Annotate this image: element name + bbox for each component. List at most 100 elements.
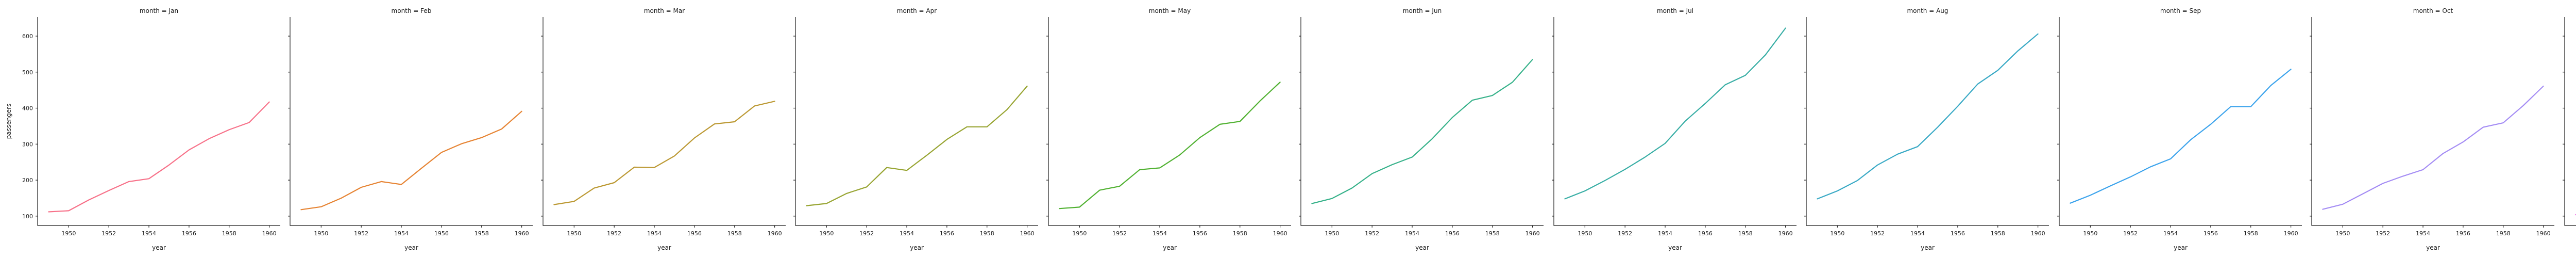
x-tick-label: 1956 <box>1193 230 1207 237</box>
x-axis-label: year <box>1668 244 1682 251</box>
facet-jan: month = Jan 100 200 300 400 500 600 1950 1952 195… <box>5 7 280 251</box>
x-tick-label: 1956 <box>2203 230 2217 237</box>
x-tick-label: 1958 <box>2243 230 2258 237</box>
x-tick-label: 1954 <box>1910 230 1925 237</box>
x-tick-label: 1954 <box>1153 230 1167 237</box>
line-series-oct <box>2322 85 2544 210</box>
x-tick-label: 1956 <box>2456 230 2470 237</box>
x-tick-label: 1954 <box>142 230 156 237</box>
x-tick-label: 1950 <box>1578 230 1592 237</box>
facet-jun: month = Jun 1950 1952 1954 1956 1958 1960 year <box>1299 7 1544 251</box>
x-axis-label: year <box>1921 244 1935 251</box>
x-tick-label: 1956 <box>940 230 954 237</box>
axes-spines <box>1553 17 1797 226</box>
line-series-feb <box>300 110 523 211</box>
facet-title: month = Jan <box>140 7 178 14</box>
y-tick-label: 300 <box>22 141 33 148</box>
x-tick-label: 1958 <box>1991 230 2005 237</box>
x-tick-label: 1960 <box>1273 230 1287 237</box>
facet-apr: month = Apr 1950 1952 1954 1956 1958 1960 year <box>793 7 1039 251</box>
x-tick-label: 1960 <box>515 230 529 237</box>
x-tick-label: 1950 <box>2083 230 2097 237</box>
x-tick-label: 1958 <box>1485 230 1500 237</box>
x-tick-label: 1960 <box>1020 230 1035 237</box>
x-tick-label: 1950 <box>1830 230 1844 237</box>
facet-may: month = May 1950 1952 1954 1956 1958 1960 year <box>1046 7 1291 251</box>
x-tick-label: 1952 <box>1365 230 1379 237</box>
x-tick-label: 1954 <box>1405 230 1419 237</box>
x-axis-label: year <box>405 244 419 251</box>
x-tick-label: 1956 <box>1698 230 1713 237</box>
x-tick-label: 1954 <box>394 230 409 237</box>
x-tick-label: 1950 <box>1072 230 1087 237</box>
facet-title: month = Sep <box>2160 7 2200 14</box>
x-tick-label: 1958 <box>727 230 742 237</box>
facet-sep: month = Sep 1950 1952 1954 1956 1958 1960 year <box>2057 7 2302 251</box>
x-axis-label: year <box>1163 244 1177 251</box>
line-series-may <box>1059 82 1281 209</box>
facet-title: month = Mar <box>644 7 685 14</box>
x-axis-label: year <box>657 244 671 251</box>
x-tick-label: 1950 <box>567 230 581 237</box>
facet-title: month = Aug <box>1907 7 1948 14</box>
facet-nov: month = Nov195019521954195619581960year <box>2562 17 2576 226</box>
x-tick-label: 1960 <box>767 230 782 237</box>
x-tick-label: 1960 <box>2031 230 2045 237</box>
x-axis-label: year <box>1415 244 1429 251</box>
x-axis-label: year <box>2426 244 2440 251</box>
axes-spines <box>1806 17 2049 226</box>
facet-title: month = May <box>1149 7 1191 14</box>
x-tick-label: 1956 <box>687 230 702 237</box>
x-tick-label: 1956 <box>1951 230 1965 237</box>
x-tick-label: 1950 <box>820 230 834 237</box>
x-tick-label: 1958 <box>222 230 236 237</box>
x-tick-label: 1952 <box>1618 230 1632 237</box>
x-tick-label: 1958 <box>980 230 994 237</box>
x-tick-label: 1956 <box>182 230 196 237</box>
axes-spines <box>2311 17 2555 226</box>
y-tick-label: 200 <box>22 177 33 184</box>
line-series-sep <box>2069 69 2292 204</box>
x-tick-label: 1956 <box>434 230 449 237</box>
x-tick-label: 1956 <box>1445 230 1460 237</box>
axes-spines <box>2564 17 2576 226</box>
line-series-mar <box>553 101 775 205</box>
x-tick-label: 1958 <box>474 230 489 237</box>
line-series-jan <box>48 101 270 213</box>
line-series-aug <box>1817 33 2039 200</box>
x-tick-label: 1952 <box>860 230 874 237</box>
x-tick-label: 1952 <box>354 230 369 237</box>
facet-title: month = Jun <box>1403 7 1442 14</box>
y-tick-label: 400 <box>22 105 33 112</box>
x-tick-label: 1952 <box>607 230 621 237</box>
y-tick-label: 100 <box>22 213 33 220</box>
facet-aug: month = Aug 1950 1952 1954 1956 1958 1960 year <box>1804 7 2049 251</box>
x-tick-label: 1950 <box>61 230 76 237</box>
x-tick-label: 1950 <box>1325 230 1340 237</box>
facet-jul: month = Jul 1950 1952 1954 1956 1958 1960 year <box>1551 7 1797 251</box>
x-axis-label: year <box>2174 244 2188 251</box>
line-series-jun <box>1311 59 1533 204</box>
y-tick-label: 500 <box>22 69 33 76</box>
x-tick-label: 1958 <box>2496 230 2511 237</box>
x-axis-label: year <box>910 244 924 251</box>
x-tick-label: 1960 <box>1526 230 1540 237</box>
x-tick-label: 1958 <box>1738 230 1752 237</box>
x-tick-label: 1954 <box>2416 230 2430 237</box>
x-axis-label: year <box>152 244 166 251</box>
facet-mar: month = Mar 1950 1952 1954 1956 1958 1960 year <box>540 7 786 251</box>
facet-title: month = Oct <box>2413 7 2453 14</box>
x-tick-label: 1950 <box>314 230 329 237</box>
x-tick-label: 1954 <box>900 230 914 237</box>
x-tick-label: 1952 <box>2376 230 2390 237</box>
y-axis-label: passengers <box>5 104 12 139</box>
x-tick-label: 1960 <box>262 230 277 237</box>
line-series-jul <box>1564 27 1786 200</box>
x-tick-label: 1952 <box>1112 230 1127 237</box>
axes-spines <box>37 17 280 226</box>
axes-spines <box>1300 17 1544 226</box>
x-tick-label: 1954 <box>2163 230 2178 237</box>
axes-spines <box>1048 17 1291 226</box>
facet-feb: month = Feb 1950 1952 1954 1956 1958 1960 year <box>288 7 533 251</box>
